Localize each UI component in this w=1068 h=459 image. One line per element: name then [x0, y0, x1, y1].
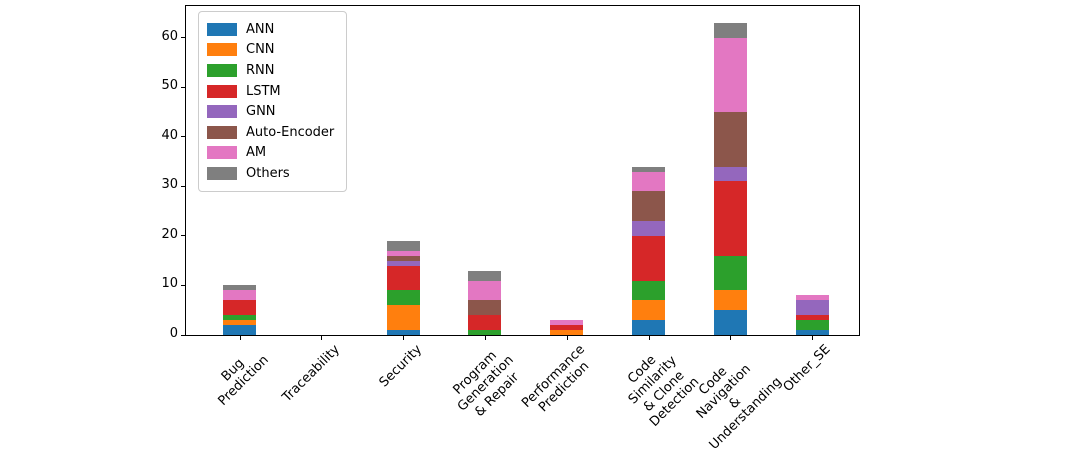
legend-swatch-rnn	[207, 63, 237, 77]
legend-item-am: AM	[207, 143, 334, 164]
legend-swatch-am	[207, 146, 237, 160]
bar-segment-am-cat7	[795, 295, 829, 301]
bar-segment-cnn-cat0	[223, 320, 256, 326]
bar-segment-rnn-cat3	[468, 330, 502, 335]
bar-segment-lstm-cat7	[795, 315, 829, 321]
x-axis-tick-mark	[321, 336, 323, 340]
bar-segment-lstm-cat0	[223, 300, 256, 316]
y-axis-tick-mark	[181, 334, 185, 336]
bar-segment-am-cat0	[223, 290, 256, 301]
x-axis-tick-mark	[239, 336, 241, 340]
bar-segment-cnn-cat5	[632, 300, 665, 321]
legend-swatch-ann	[207, 22, 237, 36]
x-axis-tick-label: Security	[376, 342, 425, 391]
legend-label: GNN	[246, 104, 276, 120]
bar-segment-gnn-cat7	[795, 300, 829, 316]
bar-segment-lstm-cat3	[468, 315, 502, 331]
bar-segment-cnn-cat2	[386, 305, 420, 331]
legend-label: ANN	[246, 21, 275, 37]
bar-segment-lstm-cat2	[386, 265, 420, 291]
legend-item-others: Others	[207, 163, 334, 184]
legend-swatch-cnn	[207, 43, 237, 57]
bar-segment-rnn-cat0	[223, 315, 256, 321]
x-axis-tick-mark	[812, 336, 814, 340]
y-axis-tick-mark	[181, 185, 185, 187]
bar-segment-rnn-cat6	[713, 255, 747, 291]
legend-swatch-others	[207, 166, 237, 180]
y-axis-tick-label: 30	[161, 177, 178, 193]
bar-segment-cnn-cat4	[550, 330, 584, 335]
bar-segment-auto-encoder-cat3	[468, 300, 502, 316]
y-axis-tick-mark	[181, 86, 185, 88]
legend-item-lstm: LSTM	[207, 81, 334, 102]
y-axis-tick-mark	[181, 284, 185, 286]
bar-segment-lstm-cat6	[713, 181, 747, 256]
x-axis-tick-label: Program Generation & Repair	[450, 348, 523, 420]
bar-segment-lstm-cat4	[550, 325, 584, 331]
legend-item-cnn: CNN	[207, 40, 334, 61]
y-axis-tick-label: 10	[161, 276, 178, 292]
y-axis-tick-label: 0	[169, 326, 178, 341]
legend-label: Others	[246, 165, 290, 181]
bar-segment-others-cat5	[632, 166, 665, 172]
legend-swatch-gnn	[207, 105, 237, 119]
bar-segment-rnn-cat5	[632, 280, 665, 301]
x-axis-tick-label: Other_SE	[780, 342, 834, 395]
bar-segment-rnn-cat2	[386, 290, 420, 306]
x-axis-tick-mark	[484, 336, 486, 340]
legend-item-auto-encoder: Auto-Encoder	[207, 122, 334, 143]
x-axis-tick-label: Traceability	[279, 342, 343, 406]
legend-item-ann: ANN	[207, 19, 334, 40]
x-axis-tick-mark	[403, 336, 405, 340]
x-axis-tick-label: Bug Prediction	[215, 352, 272, 410]
bar-segment-ann-cat0	[223, 325, 256, 335]
bar-segment-ann-cat7	[795, 330, 829, 335]
y-axis-tick-mark	[181, 37, 185, 39]
bar-segment-auto-encoder-cat6	[713, 112, 747, 167]
bar-segment-others-cat3	[468, 270, 502, 281]
bar-segment-gnn-cat2	[386, 260, 420, 266]
x-axis-tick-mark	[648, 336, 650, 340]
bar-segment-cnn-cat6	[713, 290, 747, 311]
bar-segment-gnn-cat5	[632, 221, 665, 236]
x-axis-tick-label: Code Navigation & Understanding	[693, 361, 785, 453]
bar-segment-auto-encoder-cat2	[386, 255, 420, 261]
bar-segment-rnn-cat7	[795, 320, 829, 331]
bar-segment-others-cat2	[386, 240, 420, 251]
bar-segment-others-cat6	[713, 22, 747, 38]
bar-segment-ann-cat5	[632, 320, 665, 335]
legend-item-gnn: GNN	[207, 101, 334, 122]
bar-segment-lstm-cat5	[632, 235, 665, 281]
legend-label: Auto-Encoder	[246, 124, 335, 140]
bar-segment-am-cat6	[713, 37, 747, 113]
legend-swatch-auto-encoder	[207, 125, 237, 139]
legend-label: RNN	[246, 62, 275, 78]
bar-segment-am-cat5	[632, 171, 665, 192]
legend-label: AM	[246, 145, 267, 161]
x-axis-tick-mark	[566, 336, 568, 340]
legend: ANN CNN RNN LSTM GNN Auto-Encoder AM Others	[198, 11, 348, 192]
legend-label: CNN	[246, 42, 275, 58]
y-axis-tick-mark	[181, 136, 185, 138]
x-axis-tick-label: Performance Prediction	[519, 342, 593, 416]
bar-segment-auto-encoder-cat5	[632, 191, 665, 222]
y-axis-tick-label: 50	[161, 78, 178, 94]
y-axis-tick-label: 60	[161, 28, 178, 44]
y-axis-tick-label: 20	[161, 226, 178, 242]
bar-segment-others-cat0	[223, 285, 256, 291]
bar-segment-am-cat2	[386, 250, 420, 256]
y-axis-tick-label: 40	[161, 127, 178, 143]
bar-segment-ann-cat6	[713, 310, 747, 335]
legend-label: LSTM	[246, 83, 281, 99]
legend-swatch-lstm	[207, 84, 237, 98]
bar-segment-gnn-cat6	[713, 166, 747, 182]
x-axis-tick-mark	[730, 336, 732, 340]
bar-segment-am-cat4	[550, 320, 584, 326]
bar-segment-am-cat3	[468, 280, 502, 301]
legend-item-rnn: RNN	[207, 60, 334, 81]
bar-segment-ann-cat2	[386, 330, 420, 335]
y-axis-tick-mark	[181, 235, 185, 237]
